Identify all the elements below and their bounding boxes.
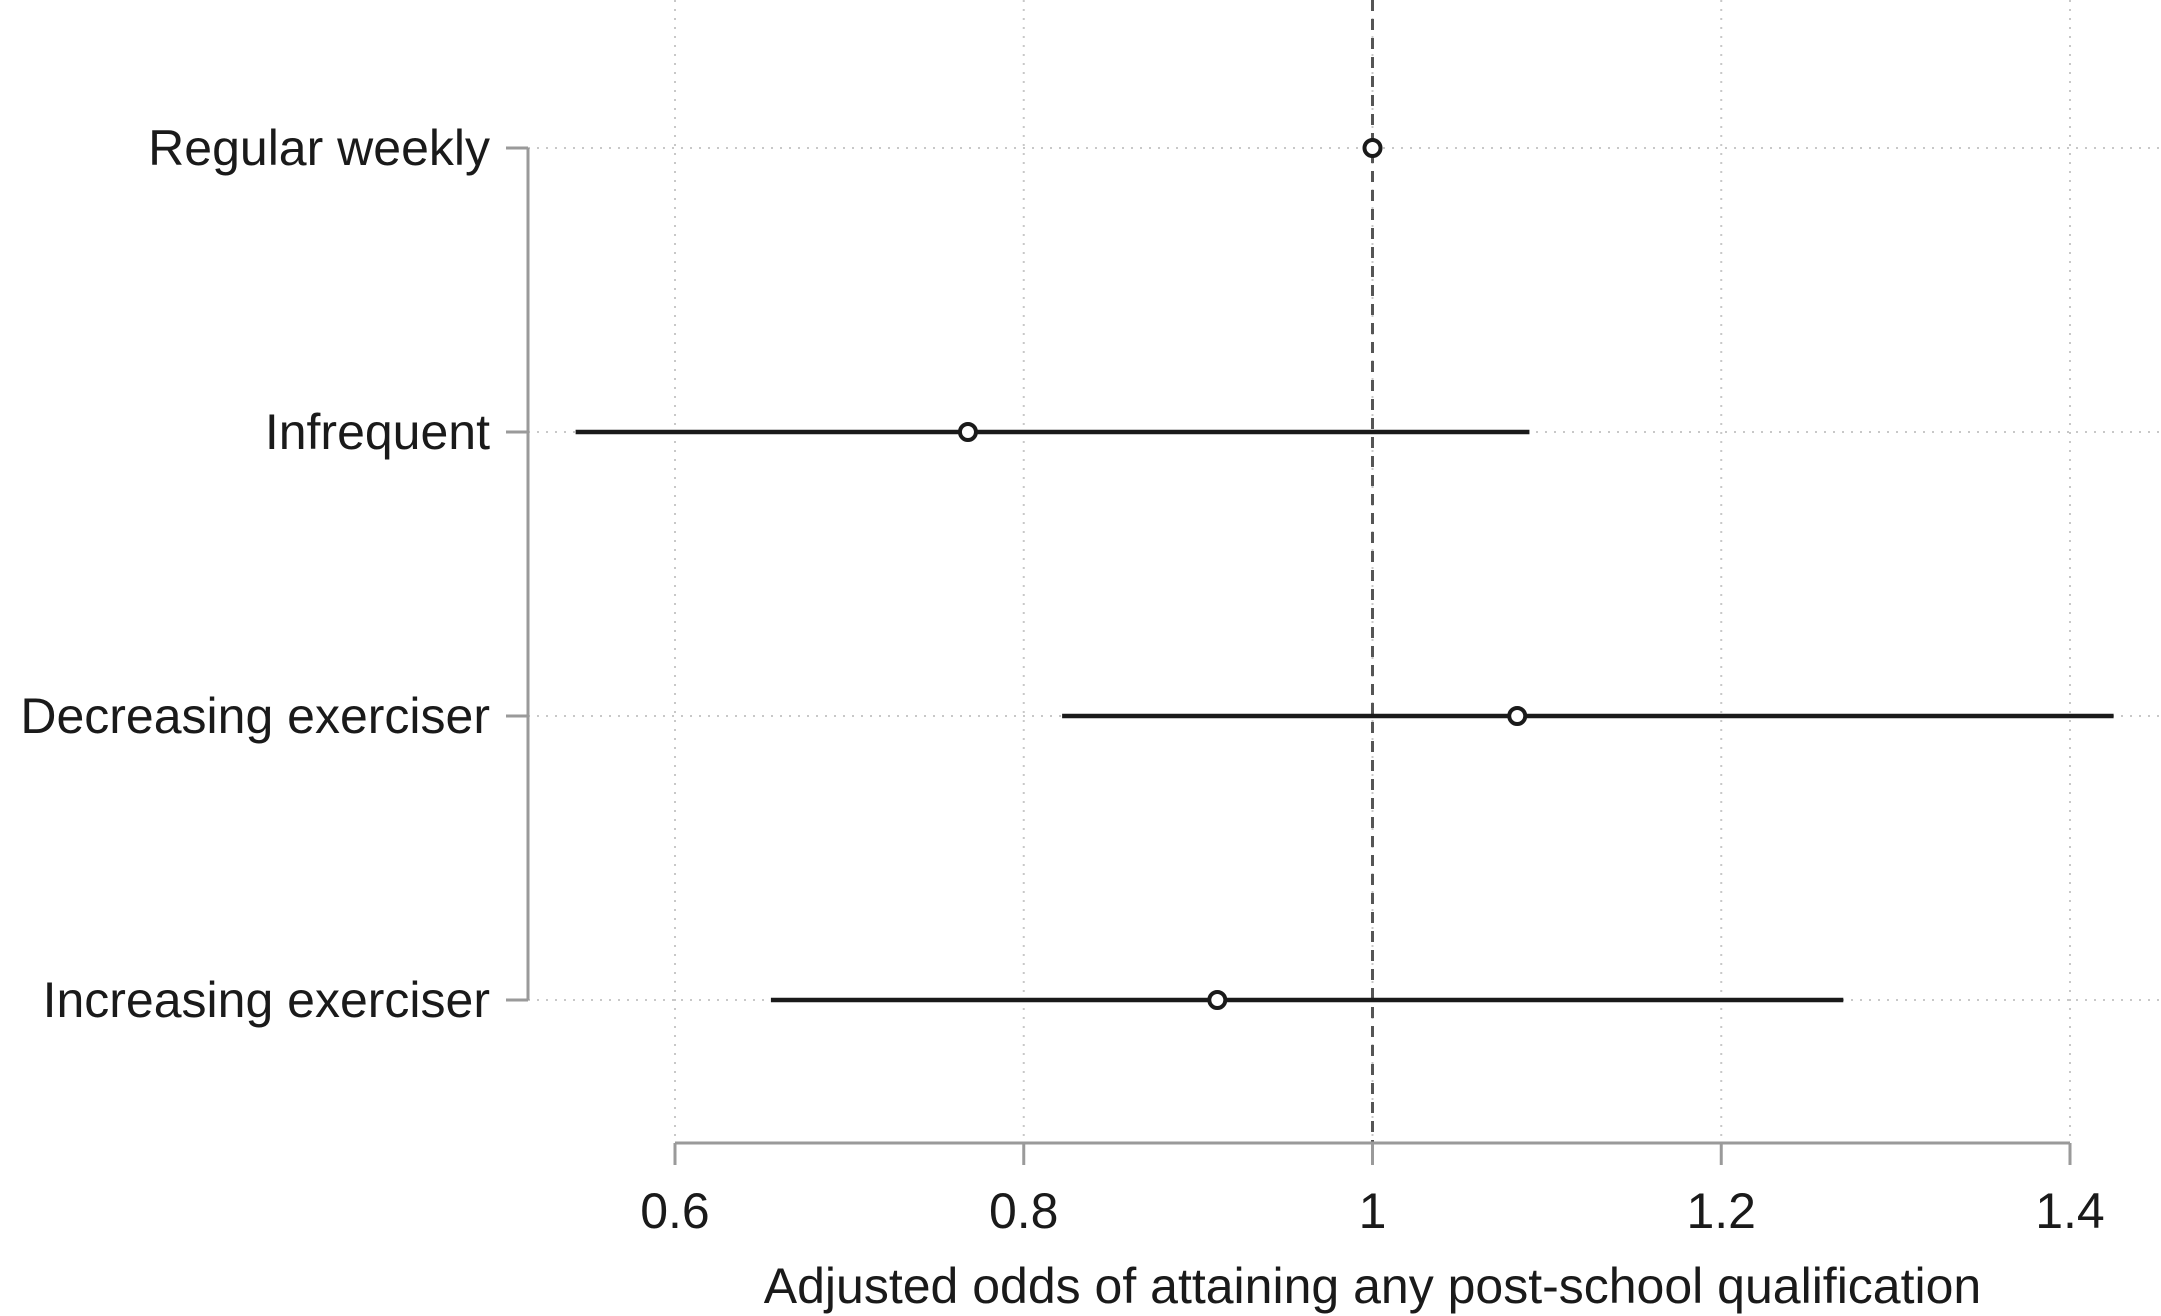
category-label: Decreasing exerciser [20, 688, 490, 744]
x-tick-label: 1.4 [2035, 1183, 2105, 1239]
estimate-point [1362, 138, 1383, 158]
estimate-point [957, 422, 978, 442]
axes [506, 146, 2072, 1165]
category-label: Infrequent [265, 404, 490, 460]
x-axis-title: Adjusted odds of attaining any post-scho… [764, 1258, 1981, 1314]
x-tick-label: 1.2 [1686, 1183, 1756, 1239]
x-tick-label: 0.6 [640, 1183, 710, 1239]
data-marks [575, 138, 2114, 1010]
category-label: Increasing exerciser [43, 972, 490, 1028]
gridlines [528, 0, 2161, 1143]
x-tick-label: 1 [1359, 1183, 1387, 1239]
labels: Adjusted odds of attaining any post-scho… [20, 120, 2104, 1314]
estimate-point [1207, 990, 1228, 1010]
estimate-point [1507, 706, 1528, 726]
category-label: Regular weekly [148, 120, 490, 176]
x-tick-label: 0.8 [989, 1183, 1059, 1239]
